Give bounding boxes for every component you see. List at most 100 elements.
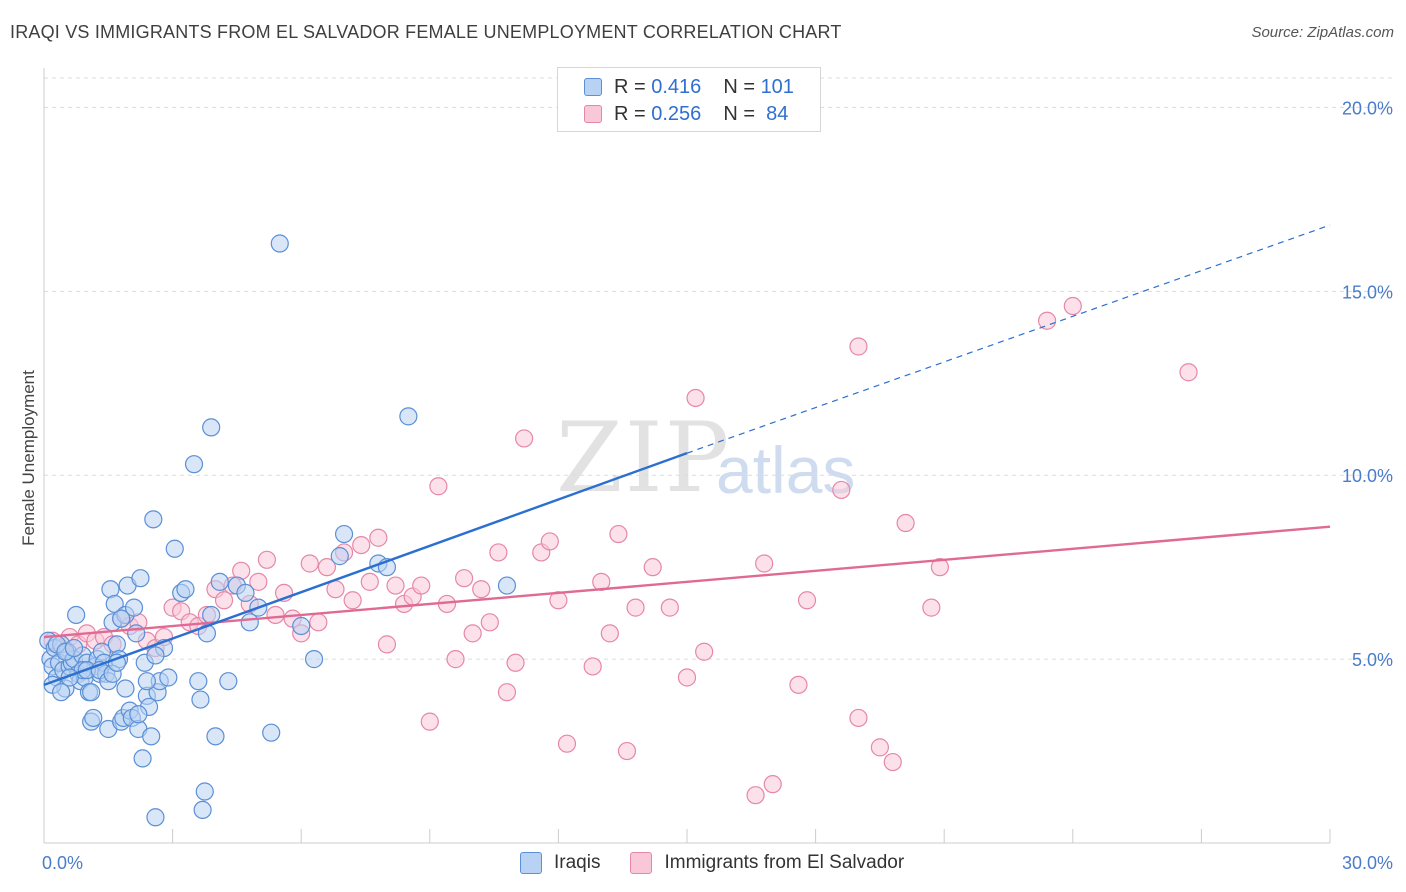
data-point-salvador — [472, 580, 491, 599]
legend-stats-row-iraqis: R = 0.416 N = 101 — [584, 74, 794, 100]
watermark-zip: ZIP — [556, 402, 732, 514]
data-point-salvador — [352, 535, 371, 555]
source-label: Source: ZipAtlas.com — [1251, 24, 1394, 41]
data-point-salvador — [763, 775, 782, 794]
data-point-salvador — [412, 576, 431, 595]
data-point-salvador — [600, 624, 619, 643]
data-point-iraqi — [127, 624, 146, 643]
legend-r-label: R = — [614, 75, 646, 98]
data-point-salvador — [695, 642, 714, 661]
legend-swatch-salvador — [584, 105, 602, 123]
data-point-iraqi — [236, 583, 255, 603]
data-point-salvador — [540, 532, 559, 551]
data-point-iraqi — [64, 638, 84, 658]
data-point-iraqi — [116, 679, 135, 698]
legend-stats-row-salvador: R = 0.256 N = 84 — [584, 101, 788, 127]
data-point-iraqi — [497, 576, 517, 595]
data-point-salvador — [317, 558, 337, 577]
data-point-iraqi — [240, 613, 259, 632]
data-point-iraqi — [206, 727, 225, 746]
data-point-salvador — [677, 668, 697, 687]
data-point-salvador — [257, 550, 277, 569]
data-point-salvador — [515, 429, 534, 448]
data-point-salvador — [360, 572, 379, 591]
data-point-iraqi — [262, 723, 281, 742]
data-point-iraqi — [84, 708, 103, 728]
data-point-iraqi — [197, 624, 216, 643]
y-tick-label: 20.0% — [1342, 98, 1393, 118]
legend-label-salvador: Immigrants from El Salvador — [664, 852, 905, 873]
data-point-salvador — [463, 624, 482, 643]
data-point-iraqi — [195, 782, 214, 801]
data-point-iraqi — [191, 690, 210, 709]
data-point-salvador — [489, 543, 508, 562]
data-point-salvador — [883, 752, 902, 772]
legend-n-label: N = — [723, 75, 755, 98]
data-point-salvador — [377, 635, 397, 654]
data-point-salvador — [214, 591, 234, 610]
data-point-salvador — [930, 558, 950, 577]
trendline-iraqi — [43, 452, 688, 686]
legend-n-value: 101 — [760, 75, 794, 98]
data-point-iraqi — [159, 668, 178, 687]
data-point-iraqi — [189, 672, 208, 691]
data-point-iraqi — [146, 808, 165, 827]
data-point-salvador — [309, 613, 328, 632]
data-point-salvador — [617, 741, 637, 761]
data-point-salvador — [832, 480, 851, 500]
data-point-salvador — [849, 708, 868, 728]
data-point-iraqi — [82, 683, 101, 702]
data-point-iraqi — [146, 646, 165, 665]
data-point-iraqi — [219, 672, 238, 691]
legend-item-iraqis[interactable]: Iraqis — [520, 852, 600, 874]
data-point-iraqi — [144, 510, 163, 529]
data-point-salvador — [429, 477, 448, 496]
data-point-iraqi — [399, 407, 418, 426]
trendline-iraqi-extension — [686, 224, 1331, 454]
data-point-iraqi — [137, 672, 156, 691]
data-point-iraqi — [52, 683, 71, 702]
data-point-iraqi — [334, 524, 354, 544]
trendline-salvador — [43, 525, 1331, 639]
data-point-salvador — [249, 572, 268, 591]
data-point-iraqi — [165, 539, 184, 558]
data-point-iraqi — [131, 569, 150, 588]
data-point-salvador — [480, 613, 499, 632]
data-point-iraqi — [133, 749, 152, 768]
y-tick-label: 10.0% — [1342, 466, 1393, 486]
legend-r-value: 0.416 — [651, 75, 702, 98]
data-point-salvador — [557, 734, 577, 753]
data-point-salvador — [746, 786, 765, 805]
data-point-salvador — [922, 598, 941, 617]
data-point-iraqi — [193, 800, 212, 819]
data-point-salvador — [1063, 296, 1082, 316]
data-point-salvador — [369, 528, 388, 547]
data-point-iraqi — [67, 605, 86, 625]
data-point-salvador — [454, 569, 474, 588]
x-tick-label: 0.0% — [42, 853, 83, 873]
legend-stats: R = 0.416 N = 101 R = 0.256 N = 84 — [557, 67, 821, 132]
data-point-salvador — [266, 605, 285, 625]
legend-swatch-iraqis — [520, 852, 542, 874]
data-point-salvador — [1037, 311, 1057, 330]
y-axis-label: Female Unemployment — [19, 370, 38, 546]
watermark-atlas: atlas — [716, 433, 856, 507]
legend-item-salvador[interactable]: Immigrants from El Salvador — [630, 852, 904, 874]
legend-r-label: R = — [614, 102, 646, 125]
data-point-salvador — [609, 524, 628, 544]
y-tick-label: 15.0% — [1342, 282, 1393, 302]
data-point-salvador — [686, 388, 705, 408]
data-point-iraqi — [202, 605, 221, 625]
data-point-salvador — [849, 337, 868, 356]
data-point-iraqi — [292, 616, 311, 636]
legend-swatch-salvador — [630, 852, 653, 874]
data-point-iraqi — [304, 650, 324, 669]
data-point-salvador — [386, 576, 405, 595]
data-point-iraqi — [112, 609, 131, 628]
data-point-salvador — [497, 683, 517, 702]
data-point-iraqi — [210, 572, 229, 591]
data-point-salvador — [797, 591, 817, 610]
legend-r-value: 0.256 — [651, 102, 702, 125]
data-point-salvador — [420, 712, 439, 731]
